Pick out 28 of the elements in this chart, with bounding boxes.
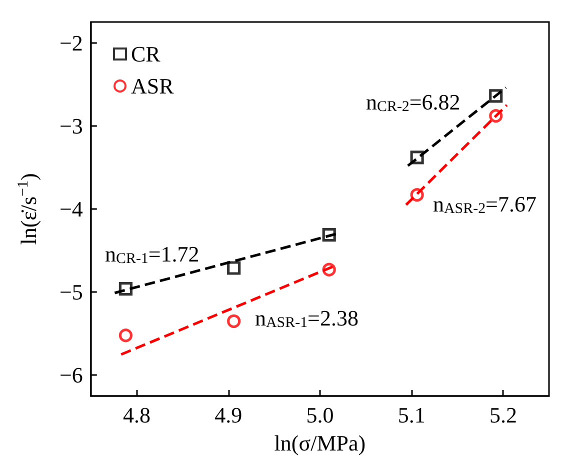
point [322, 228, 336, 242]
annotation: nASR-2=7.67 [433, 192, 536, 217]
y-tick-label: −2 [59, 30, 83, 56]
legend-label: CR [131, 42, 161, 66]
point [489, 109, 503, 123]
point [118, 282, 133, 296]
point [227, 261, 241, 275]
point [410, 188, 424, 202]
x-tick-label: 4.8 [122, 402, 150, 428]
point [322, 262, 336, 276]
x-tick-label: 4.9 [214, 402, 242, 428]
annotation: nCR-1=1.72 [105, 242, 200, 267]
y-tick-label: −3 [59, 113, 83, 138]
annotation: nCR-2=6.82 [366, 90, 460, 115]
point [489, 89, 503, 103]
x-tick-label: 5.0 [306, 402, 334, 428]
point [410, 150, 424, 164]
y-tick-label: −5 [59, 280, 83, 305]
annotation: nASR-1=2.38 [255, 306, 358, 331]
x-tick-label: 5.2 [489, 402, 517, 428]
x-tick-label: 5.1 [398, 402, 426, 428]
x-axis-title: ln(σ/MPa) [274, 430, 366, 456]
y-axis-title: ln(ε̇/s−1) [16, 173, 41, 245]
legend-label: ASR [131, 74, 174, 98]
point [118, 328, 133, 342]
y-tick-label: −4 [59, 196, 83, 222]
point [227, 314, 241, 328]
y-tick-label: −6 [59, 362, 83, 388]
